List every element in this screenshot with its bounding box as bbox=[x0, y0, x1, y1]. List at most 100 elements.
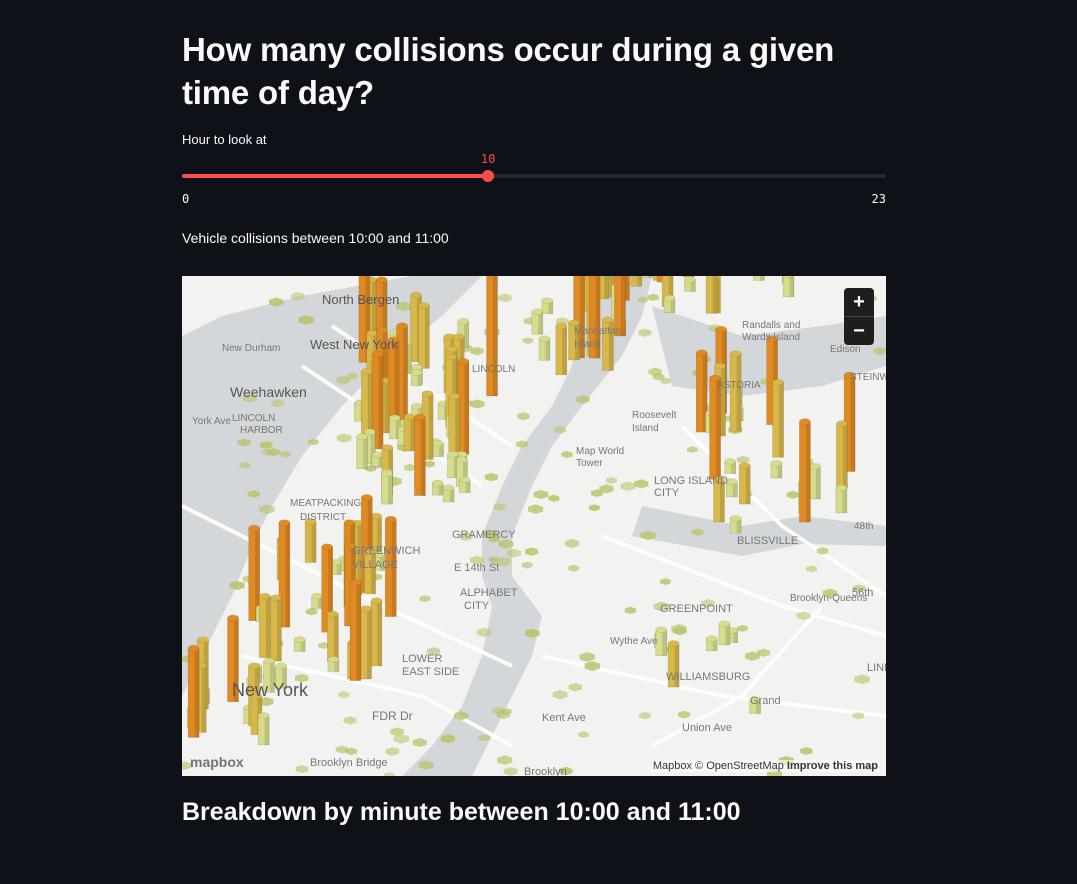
collision-column bbox=[663, 294, 676, 314]
map-place-label: Brooklyn bbox=[524, 766, 567, 776]
collision-map[interactable]: North Bergen West New York New Durham Weeha… bbox=[182, 276, 886, 776]
collision-column bbox=[356, 433, 368, 470]
collision-column bbox=[738, 462, 751, 505]
hexagon-cell bbox=[634, 479, 649, 489]
map-caption: Vehicle collisions between 10:00 and 11:… bbox=[182, 230, 449, 246]
map-labels: North Bergen West New York New Durham Weeha… bbox=[192, 292, 886, 776]
collision-column bbox=[304, 518, 317, 563]
hexagon-cell bbox=[418, 760, 434, 770]
collision-column bbox=[414, 413, 426, 496]
map-place-label: New York bbox=[232, 680, 309, 700]
collision-column bbox=[442, 484, 455, 503]
hexagon-cell bbox=[589, 504, 600, 512]
map-place-label: Manhattan bbox=[574, 326, 621, 337]
hexagon-cell bbox=[396, 301, 412, 312]
hexagon-cell bbox=[239, 461, 251, 469]
hexagon-cell bbox=[525, 628, 540, 638]
hexagon-cell bbox=[484, 529, 497, 538]
collision-column bbox=[293, 636, 306, 652]
hexagon-cell bbox=[591, 489, 603, 497]
slider-track[interactable] bbox=[182, 174, 886, 178]
map-place-label: Brooklyn Bridge bbox=[310, 757, 388, 769]
hexagon-cell bbox=[495, 556, 511, 567]
collision-column bbox=[275, 662, 287, 689]
collision-column bbox=[486, 276, 498, 397]
collision-column bbox=[597, 276, 610, 300]
hour-slider[interactable]: 10 0 23 bbox=[182, 150, 886, 210]
hexagon-cell bbox=[687, 446, 698, 453]
map-place-label: Grand bbox=[750, 695, 781, 707]
hexagon-cell bbox=[459, 532, 473, 541]
collision-column bbox=[684, 276, 696, 292]
column-layer bbox=[186, 276, 856, 746]
map-place-label: WILLIAMSBURG bbox=[666, 671, 750, 683]
zoom-out-button[interactable]: − bbox=[844, 316, 874, 345]
hexagon-cell bbox=[497, 755, 513, 765]
collision-column bbox=[843, 371, 856, 472]
hexagon-cell bbox=[639, 711, 651, 720]
collision-column bbox=[729, 350, 742, 432]
collision-column bbox=[705, 635, 718, 652]
hexagon-cell bbox=[548, 494, 560, 502]
hexagon-cell bbox=[419, 595, 431, 603]
hexagon-cell bbox=[561, 451, 573, 459]
hexagon-cell bbox=[343, 716, 357, 725]
map-place-label: Edison bbox=[830, 344, 861, 355]
page-title: How many collisions occur during a given… bbox=[182, 31, 835, 111]
hexagon-cell bbox=[384, 772, 395, 776]
hexagon-cell bbox=[653, 601, 670, 612]
improve-map-link[interactable]: Improve this map bbox=[786, 760, 878, 772]
hexagon-cell bbox=[478, 734, 490, 742]
hexagon-cell bbox=[427, 647, 440, 656]
collision-column bbox=[364, 548, 376, 595]
zoom-control: + − bbox=[844, 288, 874, 345]
hexagon-cell bbox=[606, 477, 617, 484]
map-place-label: GRAMERCY bbox=[452, 529, 516, 541]
hexagon-cell bbox=[503, 767, 518, 776]
hexagon-cell bbox=[269, 297, 284, 307]
attribution-text[interactable]: Mapbox © OpenStreetMap bbox=[652, 760, 784, 772]
hexagon-cell bbox=[182, 761, 192, 770]
hexagon-cell bbox=[336, 375, 351, 385]
hexagon-cell bbox=[291, 292, 305, 301]
hexagon-cell bbox=[412, 738, 427, 747]
hexagon-cell bbox=[638, 328, 652, 337]
hexagon-cell bbox=[660, 578, 671, 585]
hexagon-cell bbox=[476, 627, 492, 637]
map-place-label: LINCOLN bbox=[472, 364, 515, 375]
hexagon-cell bbox=[260, 441, 273, 450]
hexagon-cell bbox=[440, 734, 456, 744]
map-place-label: GREENWICH bbox=[352, 545, 421, 557]
hexagon-cell bbox=[498, 293, 512, 303]
hexagon-cell bbox=[584, 661, 600, 671]
hexagon-cell bbox=[454, 711, 469, 721]
map-canvas[interactable]: North Bergen West New York New Durham Weeha… bbox=[182, 276, 886, 776]
hexagon-cell bbox=[528, 504, 544, 514]
collision-column bbox=[588, 276, 601, 359]
hexagon-cell bbox=[822, 588, 838, 598]
collision-column bbox=[360, 605, 372, 680]
hexagon-cell bbox=[854, 674, 870, 685]
collision-column bbox=[667, 640, 680, 688]
collision-column bbox=[772, 378, 784, 458]
map-place-label: VILLAGE bbox=[352, 559, 398, 571]
hexagon-cell bbox=[576, 395, 590, 404]
collision-column bbox=[258, 592, 271, 658]
map-place-label: HARBOR bbox=[240, 425, 283, 436]
hexagon-cell bbox=[806, 565, 817, 573]
hexagon-cell bbox=[393, 734, 409, 744]
hexagon-cell bbox=[242, 393, 258, 403]
hexagon-cell bbox=[493, 503, 506, 511]
hexagon-cell bbox=[247, 490, 260, 498]
hexagon-cell bbox=[229, 580, 245, 591]
zoom-in-button[interactable]: + bbox=[844, 288, 874, 316]
slider-thumb[interactable] bbox=[482, 170, 495, 182]
map-place-label: North Bergen bbox=[322, 292, 399, 307]
map-place-label: Wythe Ave bbox=[610, 636, 658, 647]
collision-column bbox=[418, 302, 430, 369]
collision-column bbox=[257, 712, 270, 746]
mapbox-logo[interactable]: mapbox bbox=[190, 754, 244, 770]
hexagon-cell bbox=[565, 538, 580, 548]
collision-column bbox=[447, 451, 459, 479]
collision-column bbox=[718, 620, 731, 646]
